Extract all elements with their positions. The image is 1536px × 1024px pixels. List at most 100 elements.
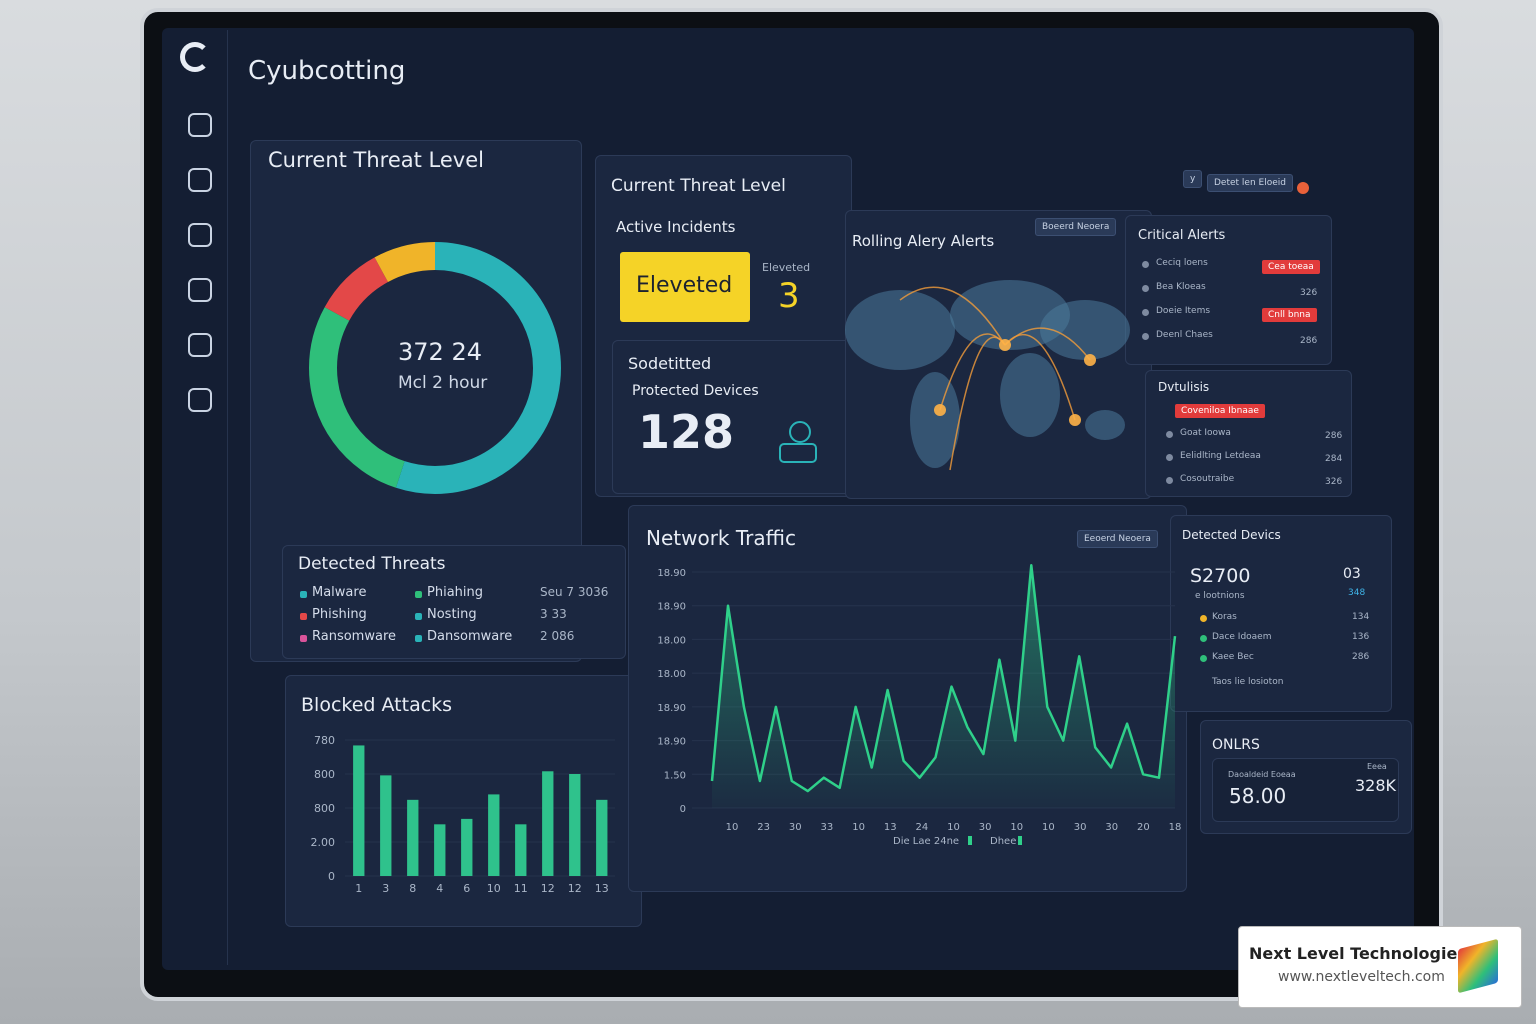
x-tick-label: 13: [595, 882, 609, 895]
bar: [542, 771, 554, 876]
y-tick-label: 18.90: [657, 737, 686, 748]
legend-dot: [415, 613, 422, 620]
alert-value: 326: [1300, 288, 1318, 298]
legend-swatch: [968, 836, 972, 845]
device-label: Koras: [1212, 612, 1237, 622]
devices-extra: Taos lie losioton: [1212, 677, 1284, 687]
notification-icon[interactable]: [1297, 182, 1309, 194]
device-label: Dace Idoaem: [1212, 632, 1272, 642]
attack-arc: [1004, 327, 1091, 361]
badge-text: Eleveted: [636, 273, 733, 298]
nav-icon: [188, 278, 212, 302]
map-button[interactable]: Boeerd Neoera: [1035, 218, 1117, 236]
x-tick-label: 30: [789, 822, 802, 833]
x-tick-label: 10: [852, 822, 865, 833]
threat-badge: [620, 252, 750, 322]
map-continent: [1085, 410, 1125, 440]
alert-tag: Coveniloa Ibnaae: [1175, 404, 1265, 418]
nav-icon: [188, 388, 212, 412]
threat-value: 2 086: [540, 629, 575, 643]
y-tick-label: 18.00: [657, 635, 686, 646]
alert-label: Bea Kloeas: [1156, 282, 1206, 292]
x-tick-label: 11: [514, 882, 528, 895]
bar: [380, 775, 392, 876]
bar: [407, 799, 419, 876]
map-continent: [845, 290, 955, 370]
x-tick-label: 23: [757, 822, 770, 833]
alert-label: Deenl Chaes: [1156, 330, 1213, 340]
legend-dot: [1200, 615, 1207, 622]
list-dot: [1142, 261, 1149, 268]
toolbar-button[interactable]: Detet len Eloeid: [1207, 174, 1293, 192]
donut-center-label: Mcl 2 hour: [398, 373, 488, 393]
nav-icon: [188, 223, 212, 247]
device-icon: [779, 443, 817, 463]
hotspot: [1084, 354, 1096, 366]
device-label: Kaee Bec: [1212, 652, 1254, 662]
protected-value: 128: [638, 405, 735, 459]
bar: [488, 794, 500, 876]
y-tick-label: 0: [328, 870, 335, 883]
devices-right: 03: [1343, 566, 1361, 582]
nav-icon: [188, 113, 212, 137]
onlrs-inner: [1212, 758, 1399, 822]
y-tick-label: 18.00: [657, 669, 686, 680]
panel-title: Detected Devics: [1182, 528, 1281, 542]
onlrs-value: 58.00: [1229, 784, 1287, 808]
device-value: 286: [1352, 652, 1370, 662]
threat-value: 3 33: [540, 607, 567, 621]
y-tick-label: 0: [680, 804, 686, 815]
y-tick-label: 1.50: [664, 770, 686, 781]
map-continent: [910, 372, 960, 468]
vuln-value: 284: [1325, 454, 1343, 464]
label: Daoaldeid Eoeaa: [1228, 770, 1296, 779]
label: Active Incidents: [616, 218, 736, 236]
map-continent: [1040, 300, 1130, 360]
toolbar-button[interactable]: y: [1183, 170, 1203, 188]
vuln-label: Cosoutraibe: [1180, 474, 1235, 484]
panel-title: Dvtulisis: [1158, 380, 1210, 394]
panel-title: ONLRS: [1212, 737, 1260, 753]
legend-dot: [1200, 655, 1207, 662]
y-tick-label: 18.90: [657, 568, 686, 579]
y-tick-label: 18.90: [657, 602, 686, 613]
alert-value: 286: [1300, 336, 1318, 346]
legend-label: Dhee: [990, 836, 1016, 847]
legend-label: Dansomware: [427, 629, 513, 644]
x-tick-label: 30: [1105, 822, 1118, 833]
x-tick-label: 24: [915, 822, 928, 833]
vuln-label: Eelidlting Letdeaa: [1180, 451, 1261, 461]
bar: [596, 799, 608, 876]
x-tick-label: 10: [726, 822, 739, 833]
device-value: 134: [1352, 612, 1370, 622]
list-dot: [1166, 431, 1173, 438]
x-tick-label: 8: [409, 882, 416, 895]
x-tick-label: 30: [979, 822, 992, 833]
legend-dot: [1200, 635, 1207, 642]
traffic-line: [710, 564, 1177, 793]
alert-label: Ceciq loens: [1156, 258, 1208, 268]
list-dot: [1142, 285, 1149, 292]
nav-icon: [188, 168, 212, 192]
vuln-value: 286: [1325, 431, 1343, 441]
panel-title: Rolling Alery Alerts: [852, 232, 995, 250]
map-continent: [950, 280, 1070, 350]
app-name: Cyubcotting: [248, 56, 406, 86]
x-tick-label: 12: [541, 882, 555, 895]
map-continent: [1000, 353, 1060, 437]
watermark-name: Next Level Technologies: [1249, 944, 1467, 963]
sidebar: [165, 30, 228, 965]
legend-dot: [415, 591, 422, 598]
detected-threats-panel: [282, 545, 626, 659]
hotspot: [1069, 414, 1081, 426]
bar: [569, 774, 581, 876]
legend-label: Nosting: [427, 607, 477, 622]
chart-button[interactable]: Eeoerd Neoera: [1077, 530, 1158, 548]
vuln-label: Goat Ioowa: [1180, 428, 1231, 438]
devices-sub: e lootnions: [1195, 591, 1245, 601]
legend-dot: [300, 591, 307, 598]
device-icon: [789, 421, 811, 443]
label: Eleveted: [762, 261, 811, 274]
list-dot: [1142, 309, 1149, 316]
legend-label: Malware: [312, 585, 367, 600]
